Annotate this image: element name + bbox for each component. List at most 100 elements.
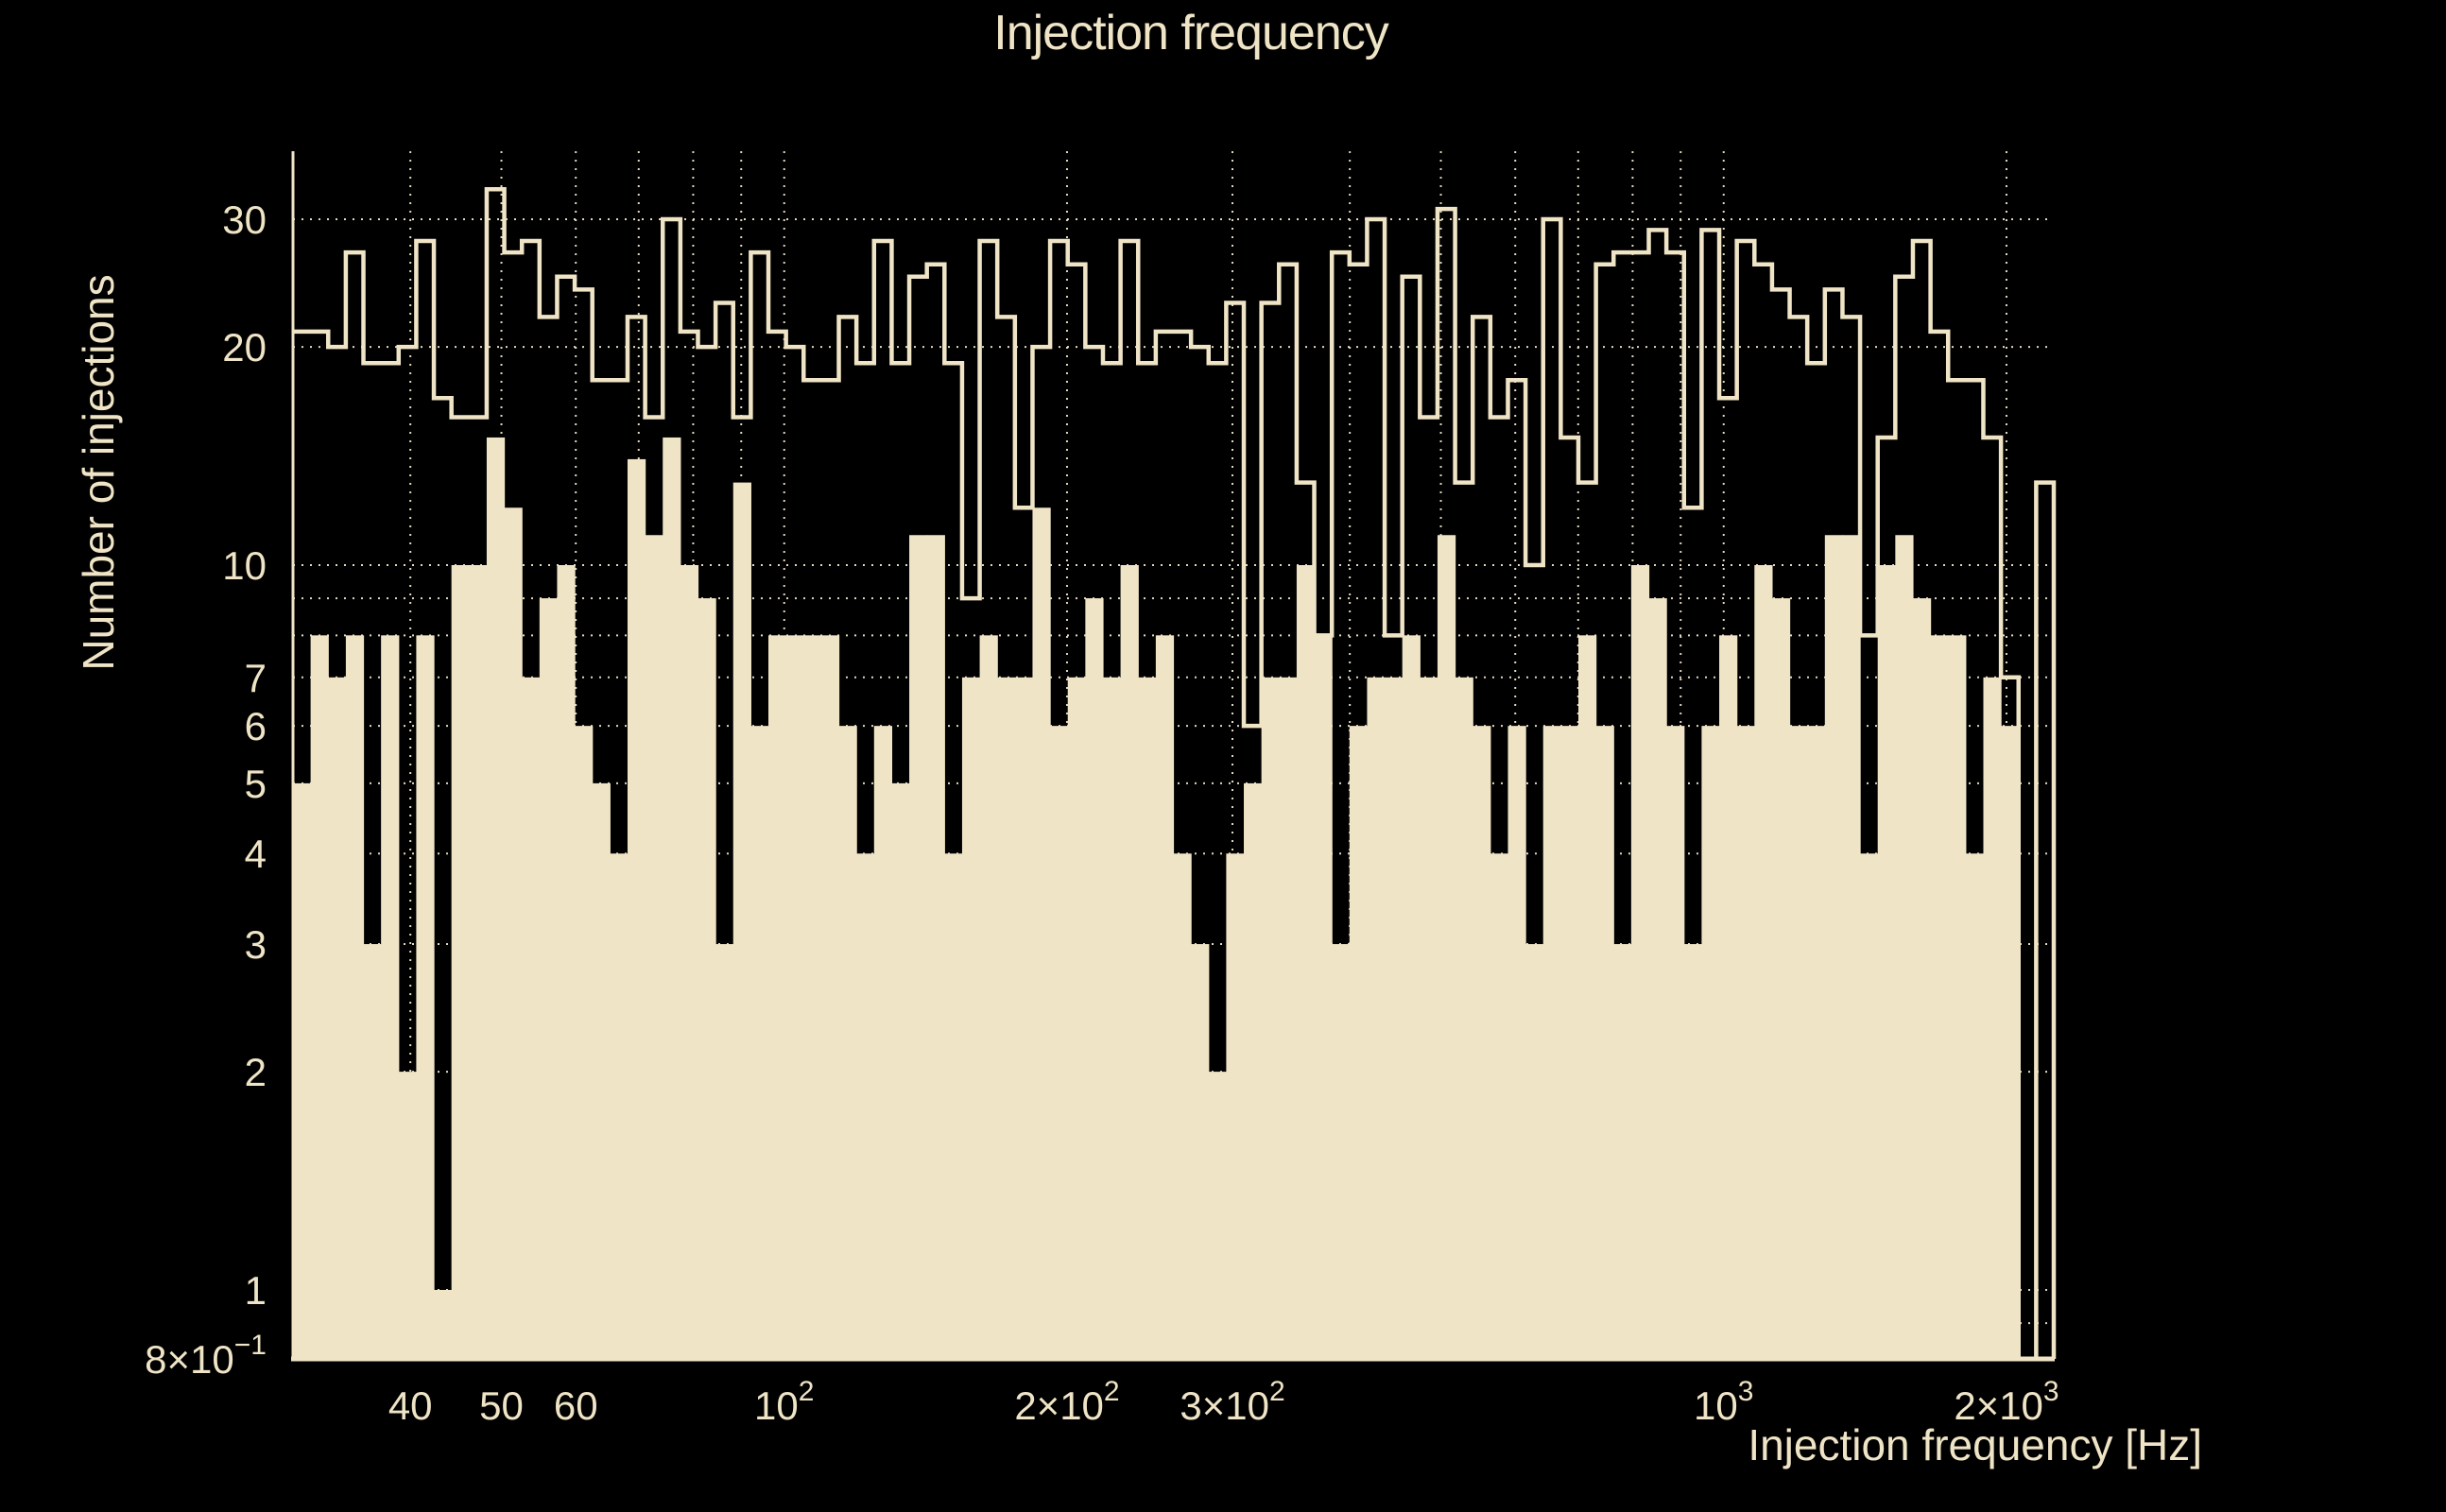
- histogram-bar: [1032, 507, 1051, 1359]
- x-tick-label: 3×102: [1180, 1376, 1284, 1428]
- x-tick-label: 40: [388, 1383, 433, 1428]
- histogram-bar: [1420, 677, 1438, 1359]
- histogram-bar: [416, 635, 435, 1359]
- histogram-bar: [1296, 565, 1316, 1359]
- histogram-bar: [820, 635, 840, 1359]
- chart-title: Injection frequency: [993, 6, 1388, 60]
- histogram-bar: [1314, 635, 1333, 1359]
- histogram-bar: [328, 677, 347, 1359]
- histogram-bar: [2001, 726, 2020, 1359]
- histogram-bar: [1455, 677, 1473, 1359]
- histogram-bar: [891, 782, 910, 1359]
- histogram-bar: [680, 565, 699, 1359]
- histogram-bar: [345, 635, 365, 1359]
- histogram-bar: [1595, 726, 1614, 1359]
- histogram-bar: [1332, 944, 1351, 1359]
- histogram-bar: [451, 565, 470, 1359]
- histogram-bar: [1895, 535, 1914, 1359]
- histogram-bar: [1490, 853, 1509, 1359]
- histogram-bar: [434, 1290, 453, 1359]
- y-tick-label: 10: [222, 543, 267, 588]
- y-tick-label: 5: [245, 762, 267, 806]
- histogram-bar: [732, 482, 751, 1359]
- histogram-bar: [627, 458, 646, 1359]
- histogram-bar: [1085, 598, 1104, 1359]
- histogram-bar: [750, 726, 769, 1359]
- histogram-bar: [1771, 598, 1791, 1359]
- histogram-bar: [610, 853, 629, 1359]
- x-tick-label: 60: [554, 1383, 598, 1428]
- x-axis-label: Injection frequency [Hz]: [1748, 1420, 2202, 1469]
- histogram-bar: [1138, 677, 1157, 1359]
- histogram-bar: [838, 726, 857, 1359]
- histogram-bar: [504, 507, 523, 1359]
- histogram-bar: [1014, 677, 1034, 1359]
- y-tick-label: 20: [222, 325, 267, 369]
- histogram-bar: [310, 635, 329, 1359]
- histogram-bar: [592, 782, 611, 1359]
- x-tick-label: 103: [1694, 1376, 1753, 1428]
- x-tick-label: 50: [479, 1383, 524, 1428]
- histogram-bar: [1666, 726, 1685, 1359]
- y-tick-label: 3: [245, 922, 267, 967]
- histogram-bar: [1807, 726, 1826, 1359]
- histogram-bar: [1120, 565, 1139, 1359]
- histogram-bar: [803, 635, 822, 1359]
- histogram-bar: [1525, 944, 1544, 1359]
- histogram-bar: [1736, 726, 1755, 1359]
- histogram-bar: [1842, 535, 1861, 1359]
- histogram-bar: [1226, 853, 1245, 1359]
- histogram-bar: [1244, 782, 1263, 1359]
- histogram-bar: [1208, 1072, 1227, 1359]
- histogram-bar: [785, 635, 804, 1359]
- histogram-bar: [469, 565, 488, 1359]
- y-tick-label: 7: [245, 656, 267, 700]
- histogram-bar: [1191, 944, 1210, 1359]
- histogram-bar: [698, 598, 716, 1359]
- histogram-bar: [1701, 726, 1720, 1359]
- histogram-bar: [1155, 635, 1175, 1359]
- histogram-bar: [926, 535, 945, 1359]
- histogram-bar: [1877, 565, 1896, 1359]
- histogram-bar: [979, 635, 998, 1359]
- x-tick-label: 2×102: [1014, 1376, 1119, 1428]
- histogram-bar: [1789, 726, 1808, 1359]
- histogram-bar: [1173, 853, 1192, 1359]
- histogram-bar: [398, 1072, 418, 1359]
- histogram-bar: [1261, 677, 1280, 1359]
- y-tick-label: 4: [245, 832, 267, 876]
- histogram-bar: [1067, 677, 1086, 1359]
- x-tick-label: 2×103: [1954, 1376, 2058, 1428]
- filled-histogram-bars: [293, 437, 2020, 1360]
- histogram-bar: [1367, 677, 1386, 1359]
- histogram-bar: [1912, 598, 1932, 1359]
- histogram-bar: [486, 437, 506, 1360]
- histogram-bar: [663, 437, 681, 1360]
- histogram-bar: [645, 535, 663, 1359]
- y-tick-label: 2: [245, 1050, 267, 1094]
- histogram-bar: [575, 726, 594, 1359]
- histogram-bar: [1437, 535, 1456, 1359]
- histogram-bar: [1824, 535, 1844, 1359]
- histogram-bar: [909, 535, 928, 1359]
- histogram-bar: [1279, 677, 1298, 1359]
- histogram-bar: [522, 677, 541, 1359]
- step-histogram-line: [293, 187, 2057, 1362]
- histogram-bar: [1050, 726, 1069, 1359]
- histogram-bar: [1719, 635, 1738, 1359]
- histogram-bar: [944, 853, 963, 1359]
- y-tick-labels: 30 20 10 76 5 4 3 2 1 8×10−1: [145, 198, 267, 1382]
- y-tick-label: 8×10−1: [145, 1330, 267, 1382]
- histogram-bar: [1648, 598, 1667, 1359]
- histogram-bar: [961, 677, 981, 1359]
- histogram-bar: [1948, 635, 1967, 1359]
- histogram-bar: [1577, 635, 1597, 1359]
- histogram-bar: [1542, 726, 1561, 1359]
- histogram-bar: [1754, 565, 1773, 1359]
- histogram-bar: [1983, 677, 2002, 1359]
- histogram-bar: [381, 635, 400, 1359]
- y-tick-label: 1: [245, 1268, 267, 1313]
- histogram-bar: [1560, 726, 1579, 1359]
- histogram-bar: [1613, 944, 1632, 1359]
